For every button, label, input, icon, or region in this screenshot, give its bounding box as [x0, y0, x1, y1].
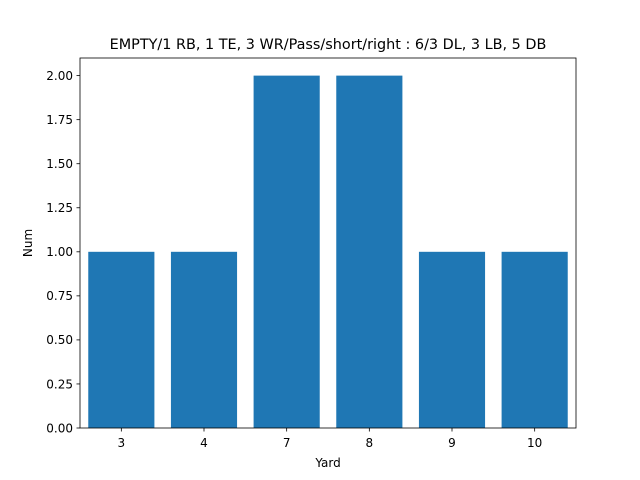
- y-tick-label: 0.00: [46, 421, 73, 435]
- bar-7: [253, 75, 320, 428]
- x-tick-label: 7: [283, 436, 291, 450]
- y-axis-label: Num: [21, 229, 35, 257]
- y-tick-label: 0.25: [46, 377, 73, 391]
- y-tick-label: 1.75: [46, 113, 73, 127]
- bar-9: [418, 251, 486, 428]
- x-tick-label: 4: [200, 436, 208, 450]
- bar-4: [170, 251, 238, 428]
- x-tick-label: 3: [118, 436, 126, 450]
- y-tick-label: 0.50: [46, 333, 73, 347]
- y-tick-label: 1.00: [46, 245, 73, 259]
- y-axis-ticks: 0.00 0.25 0.50 0.75 1.00 1.25 1.50 1.75 2.00: [46, 69, 80, 435]
- bar-10: [501, 251, 568, 428]
- y-tick-label: 0.75: [46, 289, 73, 303]
- x-tick-label: 8: [366, 436, 374, 450]
- x-tick-label: 9: [448, 436, 456, 450]
- x-axis-label: Yard: [314, 456, 340, 470]
- bar-3: [88, 251, 155, 428]
- chart-title: EMPTY/1 RB, 1 TE, 3 WR/Pass/short/right …: [110, 37, 547, 53]
- y-tick-label: 1.25: [46, 201, 73, 215]
- bars-group: [88, 75, 568, 428]
- y-tick-label: 1.50: [46, 157, 73, 171]
- x-axis-ticks: 3 4 7 8 9 10: [118, 428, 542, 450]
- bar-8: [336, 75, 403, 428]
- y-tick-label: 2.00: [46, 69, 73, 83]
- x-tick-label: 10: [527, 436, 542, 450]
- plot-frame: [79, 57, 577, 429]
